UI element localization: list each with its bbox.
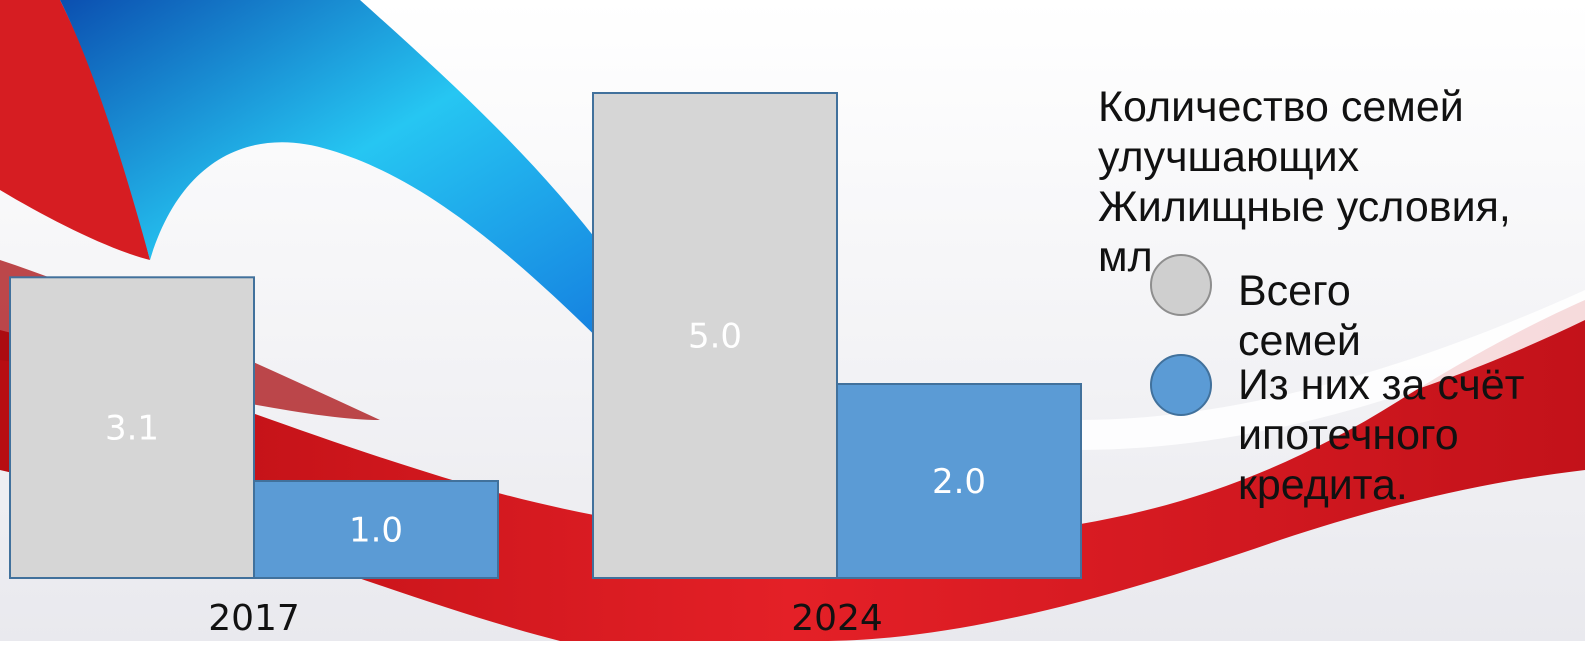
x-tick-labels-group: 2017 2024 bbox=[208, 598, 883, 639]
white-swoosh bbox=[1080, 290, 1585, 450]
bar-total-2024 bbox=[592, 92, 838, 579]
value-label-mortgage-2017: 1.0 bbox=[349, 511, 403, 551]
chart-title-line: улучшающих bbox=[1098, 133, 1360, 181]
red-ribbon-top-left bbox=[0, 0, 150, 260]
chart-title-line: мл bbox=[1098, 233, 1153, 281]
chart-title-line: Количество семей bbox=[1098, 83, 1464, 131]
legend-label-line: ипотечного bbox=[1238, 411, 1459, 459]
legend-label-line: семей bbox=[1238, 317, 1361, 365]
chart-title-line: Жилищные условия, bbox=[1098, 183, 1511, 231]
legend-swatch-total bbox=[1150, 254, 1212, 316]
legend-swatch-mortgage bbox=[1150, 354, 1212, 416]
value-label-mortgage-2024: 2.0 bbox=[932, 462, 986, 502]
value-label-total-2024: 5.0 bbox=[688, 317, 742, 357]
bar-mortgage-2017 bbox=[253, 480, 499, 579]
value-labels-group: 3.1 1.0 5.0 2.0 bbox=[105, 317, 986, 551]
bar-mortgage-2024 bbox=[836, 383, 1082, 579]
legend-label-line: Всего bbox=[1238, 267, 1351, 315]
legend-label-total: Всего семей bbox=[1238, 266, 1361, 366]
legend-label-mortgage: Из них за счёт ипотечного кредита. bbox=[1238, 360, 1524, 510]
x-tick-label-2024: 2024 bbox=[791, 598, 883, 639]
bar-total-2017 bbox=[9, 276, 255, 579]
bars-group bbox=[9, 92, 1082, 579]
chart-title: Количество семей улучшающих Жилищные усл… bbox=[1098, 82, 1568, 282]
x-tick-label-2017: 2017 bbox=[208, 598, 300, 639]
legend-label-line: кредита. bbox=[1238, 461, 1408, 509]
value-label-total-2017: 3.1 bbox=[105, 409, 159, 449]
legend-label-line: Из них за счёт bbox=[1238, 361, 1525, 409]
